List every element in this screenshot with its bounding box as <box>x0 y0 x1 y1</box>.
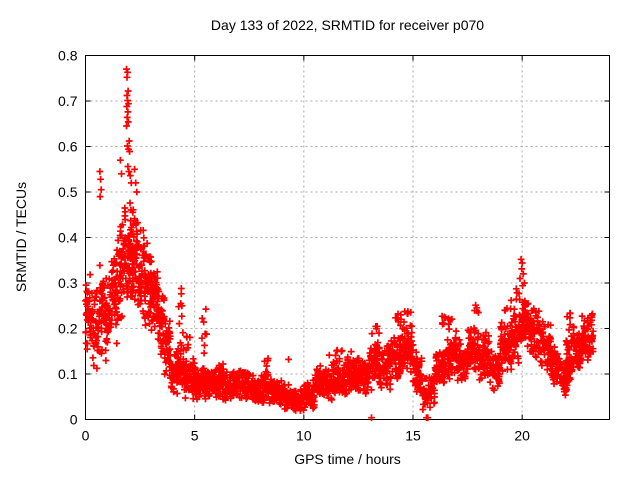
x-tick-label: 10 <box>296 428 312 444</box>
x-axis-label: GPS time / hours <box>294 451 401 467</box>
y-tick-label: 0 <box>70 412 78 428</box>
y-tick-label: 0.3 <box>58 275 78 291</box>
x-tick-label: 5 <box>191 428 199 444</box>
y-tick-label: 0.8 <box>58 48 78 64</box>
chart-title: Day 133 of 2022, SRMTID for receiver p07… <box>210 17 485 33</box>
y-tick-label: 0.2 <box>58 321 78 337</box>
y-tick-label: 0.4 <box>58 230 78 246</box>
x-tick-label: 15 <box>405 428 421 444</box>
y-tick-label: 0.6 <box>58 139 78 155</box>
x-tick-label: 0 <box>82 428 90 444</box>
data-points <box>82 65 597 422</box>
x-tick-label: 20 <box>514 428 530 444</box>
y-tick-label: 0.5 <box>58 184 78 200</box>
y-tick-label: 0.1 <box>58 366 78 382</box>
y-tick-label: 0.7 <box>58 93 78 109</box>
